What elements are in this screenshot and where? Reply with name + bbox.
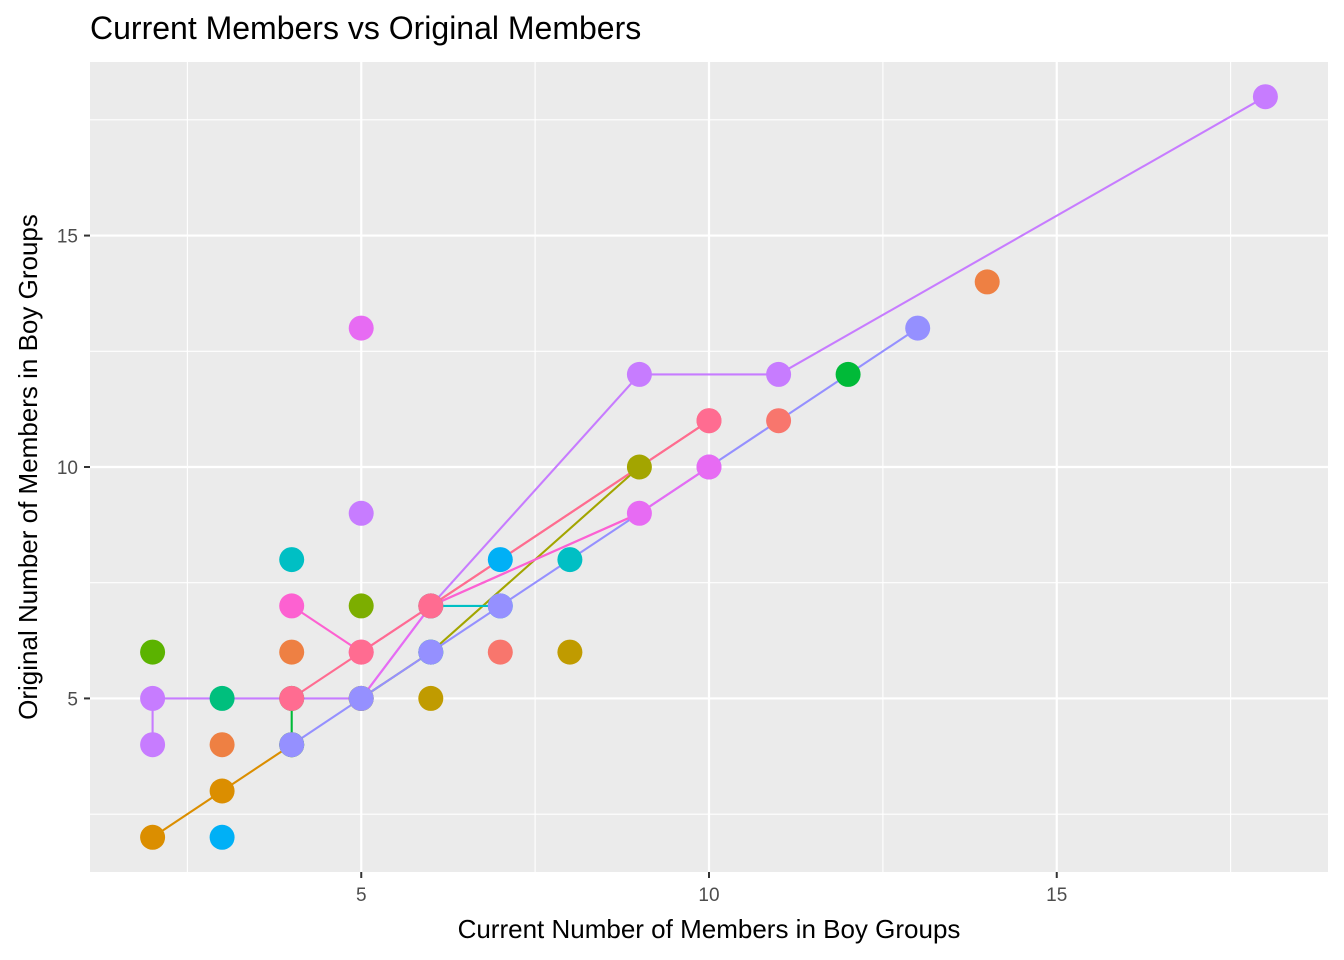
axis-ticks: 5 10 15 5 10 15 [57,227,1067,906]
x-tick-label: 15 [1046,885,1067,906]
x-tick-label: 5 [356,885,367,906]
data-point [696,454,722,480]
data-point [140,732,166,758]
data-point [626,500,652,526]
data-points [140,84,1278,850]
data-point [348,500,374,526]
chart-title: Current Members vs Original Members [90,10,642,46]
data-point [209,778,235,804]
data-point [140,639,166,665]
data-point [418,685,444,711]
data-point [487,593,513,619]
data-point [487,639,513,665]
data-point [348,639,374,665]
data-point [140,824,166,850]
series-line [291,419,710,700]
data-point [140,685,166,711]
data-point [209,685,235,711]
data-point [626,454,652,480]
data-point [974,269,1000,295]
data-point [766,361,792,387]
x-tick-label: 10 [698,885,719,906]
data-point [418,639,444,665]
data-point [766,408,792,434]
series-line [291,327,919,746]
y-axis-title: Original Number of Members in Boy Groups [13,214,43,720]
data-point [905,315,931,341]
data-point [835,361,861,387]
data-point [348,685,374,711]
y-tick-label: 10 [57,458,78,479]
data-point [279,593,305,619]
data-point [279,639,305,665]
data-point [418,593,444,619]
data-point [209,732,235,758]
data-point [279,732,305,758]
series-lines [151,95,1266,839]
data-point [626,361,652,387]
data-point [279,547,305,573]
y-tick-label: 5 [67,689,78,710]
data-point [1252,84,1278,110]
data-point [696,408,722,434]
data-point [557,547,583,573]
data-point [557,639,583,665]
y-tick-label: 15 [57,227,78,248]
data-point [209,824,235,850]
x-axis-title: Current Number of Members in Boy Groups [458,914,961,944]
data-point [279,685,305,711]
data-point [348,593,374,619]
data-point [348,315,374,341]
data-point [487,547,513,573]
